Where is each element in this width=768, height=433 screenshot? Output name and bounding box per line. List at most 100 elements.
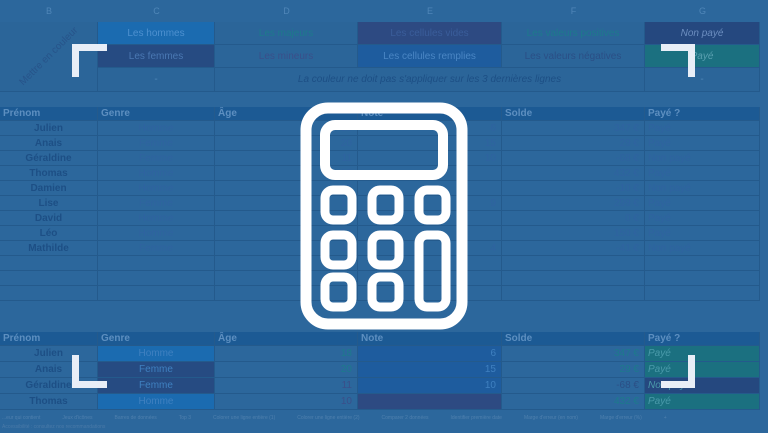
table-cell[interactable]: 29 € [502,136,645,151]
empty-cell[interactable] [358,256,502,271]
table-cell[interactable]: Non payé [645,151,760,166]
table-header-5[interactable]: Payé ? [645,107,760,121]
table-cell[interactable]: 347 € [502,346,645,362]
table-cell[interactable]: 4 [358,241,502,256]
empty-cell[interactable] [645,271,760,286]
table-cell[interactable] [358,166,502,181]
column-header-E[interactable]: E [426,6,433,16]
table-header-4[interactable]: Solde [502,107,645,121]
empty-cell[interactable] [0,271,98,286]
table-cell[interactable]: Femme [98,196,215,211]
table-cell[interactable]: Non payé [645,241,760,256]
empty-cell[interactable] [98,271,215,286]
table-cell[interactable]: Géraldine [0,151,98,166]
table-cell[interactable]: 150 € [502,226,645,241]
table-cell[interactable]: 29 € [502,362,645,378]
sheet-tab[interactable]: Marge d'erreur (en nom) [523,414,578,421]
table-cell[interactable]: David [0,211,98,226]
table-cell[interactable]: Payé [645,394,760,410]
table-cell[interactable]: Payé [645,346,760,362]
legend-label-cell[interactable]: Mettre en couleur [0,22,98,92]
table-cell[interactable]: Payé [645,136,760,151]
empty-cell[interactable] [645,256,760,271]
table-cell[interactable]: 6 [358,346,502,362]
table-cell[interactable]: 299 € [502,196,645,211]
sheet-tab[interactable]: Colorer une ligne entière (2) [297,414,360,421]
table-cell[interactable]: Payé [645,211,760,226]
table-cell[interactable]: Payé [645,196,760,211]
sheet-tab[interactable]: Colorer une ligne entière (1) [213,414,276,421]
empty-cell[interactable] [502,256,645,271]
table-cell[interactable]: 20 [215,362,358,378]
table-header-1[interactable]: Genre [98,332,215,346]
table-cell[interactable]: 6 [358,121,502,136]
table-cell[interactable]: Homme [98,181,215,196]
table-cell[interactable]: -68 € [502,151,645,166]
empty-cell[interactable] [215,271,358,286]
empty-cell[interactable] [98,286,215,301]
empty-cell[interactable] [0,256,98,271]
table-cell[interactable]: Femme [98,362,215,378]
sheet-tab[interactable]: ...eur qui contient [2,414,41,421]
table-cell[interactable]: 11 [215,378,358,394]
column-header-C[interactable]: C [153,6,160,16]
table-cell[interactable]: 17 [215,241,358,256]
table-cell[interactable]: Lise [0,196,98,211]
empty-cell[interactable] [0,286,98,301]
table-cell[interactable]: Homme [98,226,215,241]
sheet-tab[interactable]: Top 3 [178,414,191,421]
table-cell[interactable]: Julien [0,346,98,362]
table-cell[interactable]: 432 € [502,166,645,181]
empty-cell[interactable] [358,271,502,286]
table-cell[interactable]: Femme [98,136,215,151]
table-cell[interactable]: 11 [215,151,358,166]
table-cell[interactable]: Homme [98,211,215,226]
table-cell[interactable] [358,226,502,241]
table-cell[interactable]: Anais [0,362,98,378]
table-cell[interactable]: Anais [0,136,98,151]
sheet-tab[interactable]: + [663,414,667,421]
table-cell[interactable]: Julien [0,121,98,136]
table-header-0[interactable]: Prénom [0,332,98,346]
table-cell[interactable] [358,394,502,410]
table-cell[interactable]: Homme [98,166,215,181]
empty-cell[interactable] [358,286,502,301]
sheet-tab[interactable]: Marge d'erreur (%) [599,414,642,421]
table-cell[interactable]: 10 [358,378,502,394]
table-cell[interactable]: -10 € [502,181,645,196]
sheet-tab[interactable]: Barres de données [114,414,157,421]
table-cell[interactable]: Non payé [645,181,760,196]
table-cell[interactable]: 18 [215,346,358,362]
table-header-0[interactable]: Prénom [0,107,98,121]
table-cell[interactable]: Damien [0,181,98,196]
table-cell[interactable]: Payé [645,166,760,181]
table-cell[interactable]: Léo [0,226,98,241]
table-cell[interactable]: Payé [645,121,760,136]
empty-cell[interactable] [215,286,358,301]
table-cell[interactable]: Thomas [0,394,98,410]
empty-cell[interactable] [215,256,358,271]
column-header-B[interactable]: B [45,6,52,16]
table-cell[interactable]: 9 [358,196,502,211]
sheet-tab[interactable]: Comparer 2 données [381,414,429,421]
empty-cell[interactable] [502,286,645,301]
column-header-D[interactable]: D [283,6,290,16]
table-cell[interactable]: -68 € [502,378,645,394]
table-cell[interactable]: Payé [645,226,760,241]
empty-cell[interactable] [645,286,760,301]
table-cell[interactable]: Femme [98,378,215,394]
table-header-3[interactable]: Note [358,332,502,346]
table-cell[interactable] [358,181,502,196]
table-header-4[interactable]: Solde [502,332,645,346]
table-cell[interactable]: 10 [215,394,358,410]
table-header-5[interactable]: Payé ? [645,332,760,346]
table-cell[interactable]: 10 [358,151,502,166]
table-cell[interactable]: 15 [358,362,502,378]
empty-cell[interactable] [98,256,215,271]
table-cell[interactable] [358,211,502,226]
table-cell[interactable]: 0 € [502,211,645,226]
table-cell[interactable]: Femme [98,151,215,166]
table-cell[interactable]: -41 € [502,241,645,256]
table-header-1[interactable]: Genre [98,107,215,121]
table-cell[interactable]: Homme [98,346,215,362]
